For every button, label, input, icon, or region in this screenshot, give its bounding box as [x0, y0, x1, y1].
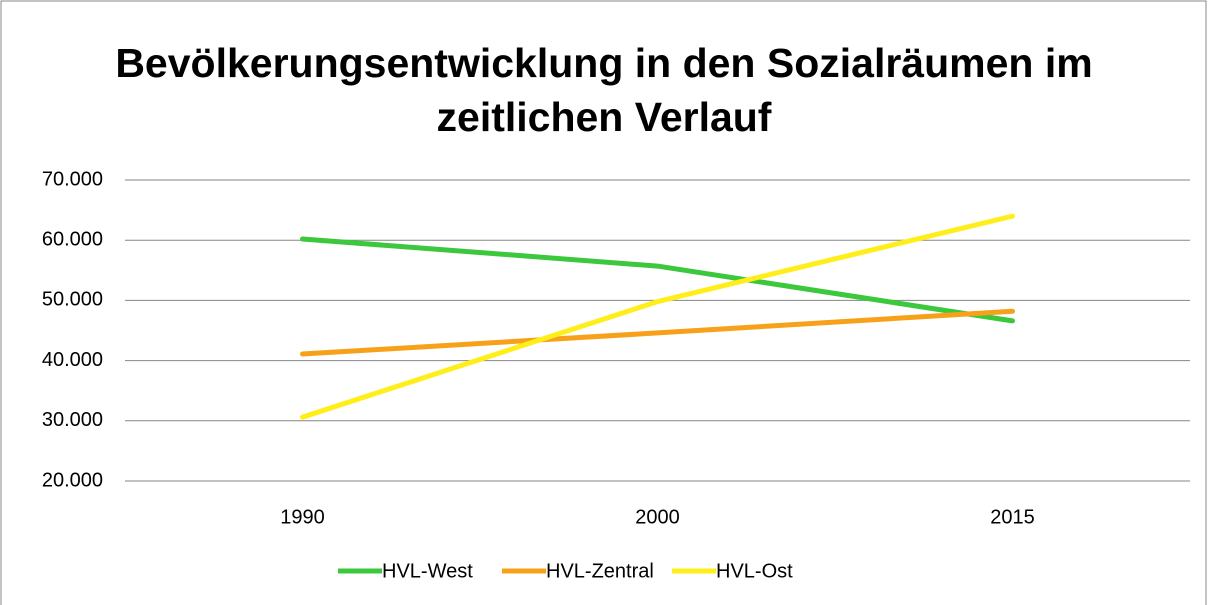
x-tick-label: 2015	[990, 506, 1035, 528]
x-tick-label: 2000	[635, 506, 680, 528]
y-tick-label: 20.000	[42, 469, 103, 491]
x-tick-label: 1990	[280, 506, 325, 528]
series-line	[300, 236, 1015, 324]
y-tick-label: 70.000	[42, 168, 103, 190]
legend-label: HVL-Zentral	[546, 560, 654, 582]
legend-label: HVL-West	[382, 560, 473, 582]
y-tick-label: 60.000	[42, 228, 103, 250]
chart-title: Bevölkerungsentwicklung in den Sozialräu…	[115, 40, 1093, 140]
y-tick-label: 40.000	[42, 349, 103, 371]
legend-label: HVL-Ost	[716, 560, 793, 582]
y-tick-label: 30.000	[42, 409, 103, 431]
series-line	[300, 213, 1015, 420]
y-tick-label: 50.000	[42, 289, 103, 311]
series-line	[300, 308, 1015, 357]
